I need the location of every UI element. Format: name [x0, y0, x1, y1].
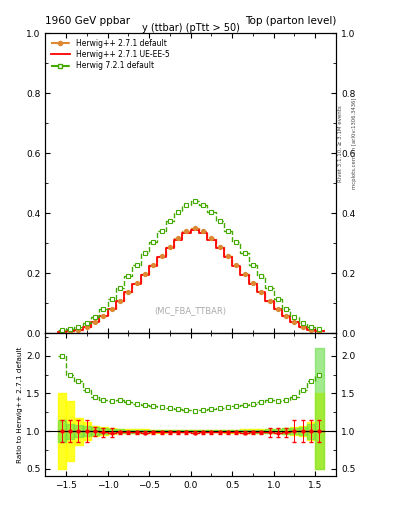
Legend: Herwig++ 2.7.1 default, Herwig++ 2.7.1 UE-EE-5, Herwig 7.2.1 default: Herwig++ 2.7.1 default, Herwig++ 2.7.1 U… [49, 37, 171, 72]
Text: 1960 GeV ppbar: 1960 GeV ppbar [45, 15, 130, 26]
Text: Top (parton level): Top (parton level) [244, 15, 336, 26]
Text: (MC_FBA_TTBAR): (MC_FBA_TTBAR) [154, 306, 227, 315]
Text: Rivet 3.1.10, ≥ 3.1M events: Rivet 3.1.10, ≥ 3.1M events [338, 105, 343, 182]
Text: mcplots.cern.ch [arXiv:1306.3436]: mcplots.cern.ch [arXiv:1306.3436] [352, 98, 357, 189]
Title: y (ttbar) (pTtt > 50): y (ttbar) (pTtt > 50) [141, 23, 240, 32]
Y-axis label: Ratio to Herwig++ 2.7.1 default: Ratio to Herwig++ 2.7.1 default [17, 347, 23, 463]
